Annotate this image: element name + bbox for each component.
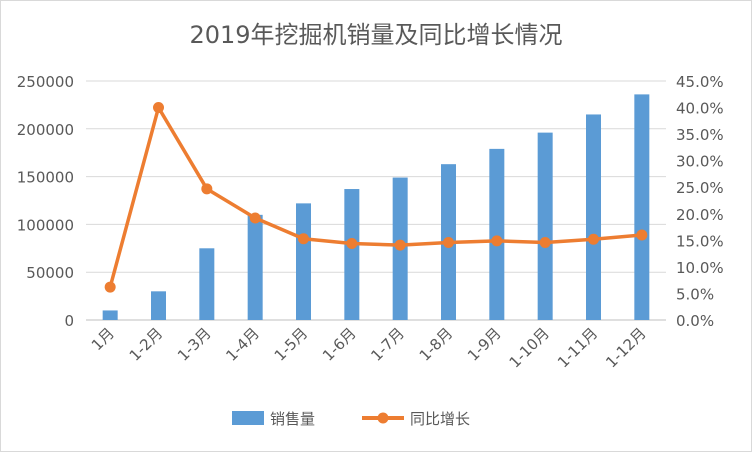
- legend-swatch-growth-marker: [377, 412, 389, 424]
- bar-sales: [344, 189, 360, 320]
- left-axis-tick-label: 250000: [17, 73, 74, 91]
- growth-point: [201, 183, 213, 195]
- gridlines: [86, 80, 666, 321]
- growth-point: [491, 235, 503, 247]
- bar-sales: [296, 203, 311, 320]
- chart-title: 2019年挖掘机销量及同比增长情况: [189, 21, 562, 49]
- bar-sales: [634, 94, 650, 320]
- left-axis-tick-label: 50000: [26, 264, 74, 282]
- left-axis-tick-label: 100000: [17, 216, 74, 234]
- bar-sales: [537, 132, 553, 320]
- legend-label-sales: 销售量: [270, 410, 315, 428]
- bar-sales: [586, 114, 601, 321]
- right-axis-tick-labels: 0.0% 5.0% 10.0% 15.0% 20.0% 25.0% 30.0% 35.0% 40…: [676, 73, 724, 330]
- growth-point: [249, 212, 261, 224]
- growth-point: [394, 239, 406, 251]
- growth-point: [443, 236, 454, 248]
- bar-sales: [151, 291, 166, 320]
- bar-sales: [489, 148, 505, 320]
- left-axis-tick-labels: 0 50000 100000 150000 200000 250000: [17, 73, 74, 330]
- right-axis-tick-label: 30.0%: [676, 153, 724, 171]
- right-axis-tick-label: 5.0%: [676, 285, 714, 303]
- left-axis-tick-label: 0: [64, 312, 74, 330]
- right-axis-tick-label: 25.0%: [676, 179, 724, 197]
- bar-sales: [199, 248, 215, 320]
- growth-point: [636, 229, 648, 241]
- left-axis-tick-label: 200000: [17, 121, 74, 139]
- line-series: [104, 102, 648, 293]
- growth-point: [153, 102, 164, 114]
- right-axis-tick-label: 10.0%: [676, 259, 724, 277]
- legend-swatch-sales: [232, 411, 264, 425]
- right-axis-tick-label: 35.0%: [676, 126, 724, 144]
- left-axis-tick-label: 150000: [17, 169, 74, 187]
- bar-series: [102, 94, 650, 321]
- growth-point: [104, 281, 116, 293]
- growth-point: [539, 236, 551, 248]
- growth-point: [346, 238, 358, 250]
- right-axis-tick-label: 40.0%: [676, 100, 724, 118]
- right-axis-tick-label: 45.0%: [676, 73, 724, 91]
- growth-point: [298, 233, 309, 245]
- bar-sales: [247, 214, 263, 320]
- growth-point: [588, 233, 599, 245]
- right-axis-tick-label: 0.0%: [676, 312, 714, 330]
- right-axis-tick-label: 20.0%: [676, 206, 724, 224]
- bar-sales: [102, 310, 118, 320]
- legend: 销售量 同比增长: [232, 410, 470, 428]
- growth-line: [108, 105, 644, 289]
- legend-label-growth: 同比增长: [410, 410, 470, 428]
- right-axis-tick-label: 15.0%: [676, 232, 724, 250]
